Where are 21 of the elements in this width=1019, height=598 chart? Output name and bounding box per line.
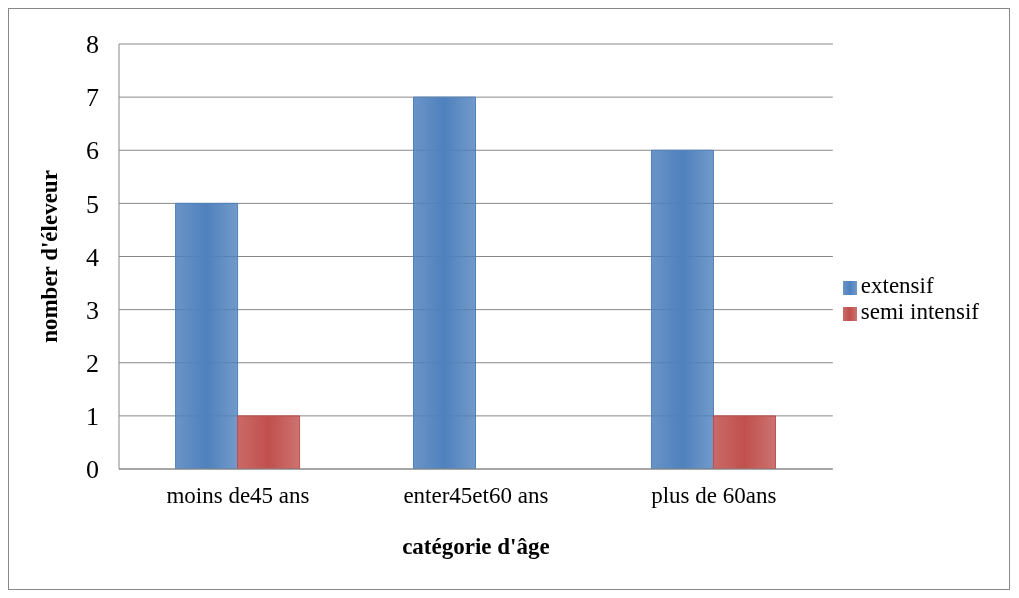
bar <box>175 202 239 469</box>
bar <box>712 415 776 469</box>
y-tick-label: 4 <box>86 242 99 272</box>
bar <box>237 415 301 469</box>
y-tick-label: 0 <box>86 455 99 485</box>
y-tick-label: 2 <box>86 348 99 378</box>
x-tick-label: moins de45 ans <box>166 483 310 509</box>
legend-label: extensif <box>860 273 934 298</box>
x-tick-label: plus de 60ans <box>651 483 777 509</box>
y-tick-label: 5 <box>86 189 99 219</box>
y-axis-title: nomber d'éleveur <box>37 170 63 343</box>
legend-label: semi intensif <box>860 299 979 324</box>
y-tick-label: 3 <box>86 295 99 325</box>
y-tick-label: 1 <box>86 402 99 432</box>
y-tick-label: 8 <box>86 30 99 60</box>
bar <box>413 96 477 469</box>
y-tick-label: 7 <box>86 83 99 113</box>
y-tick-label: 6 <box>86 136 99 166</box>
bar <box>650 149 714 469</box>
x-axis-title: catégorie d'âge <box>402 534 550 559</box>
x-tick-label: enter45et60 ans <box>403 483 549 509</box>
